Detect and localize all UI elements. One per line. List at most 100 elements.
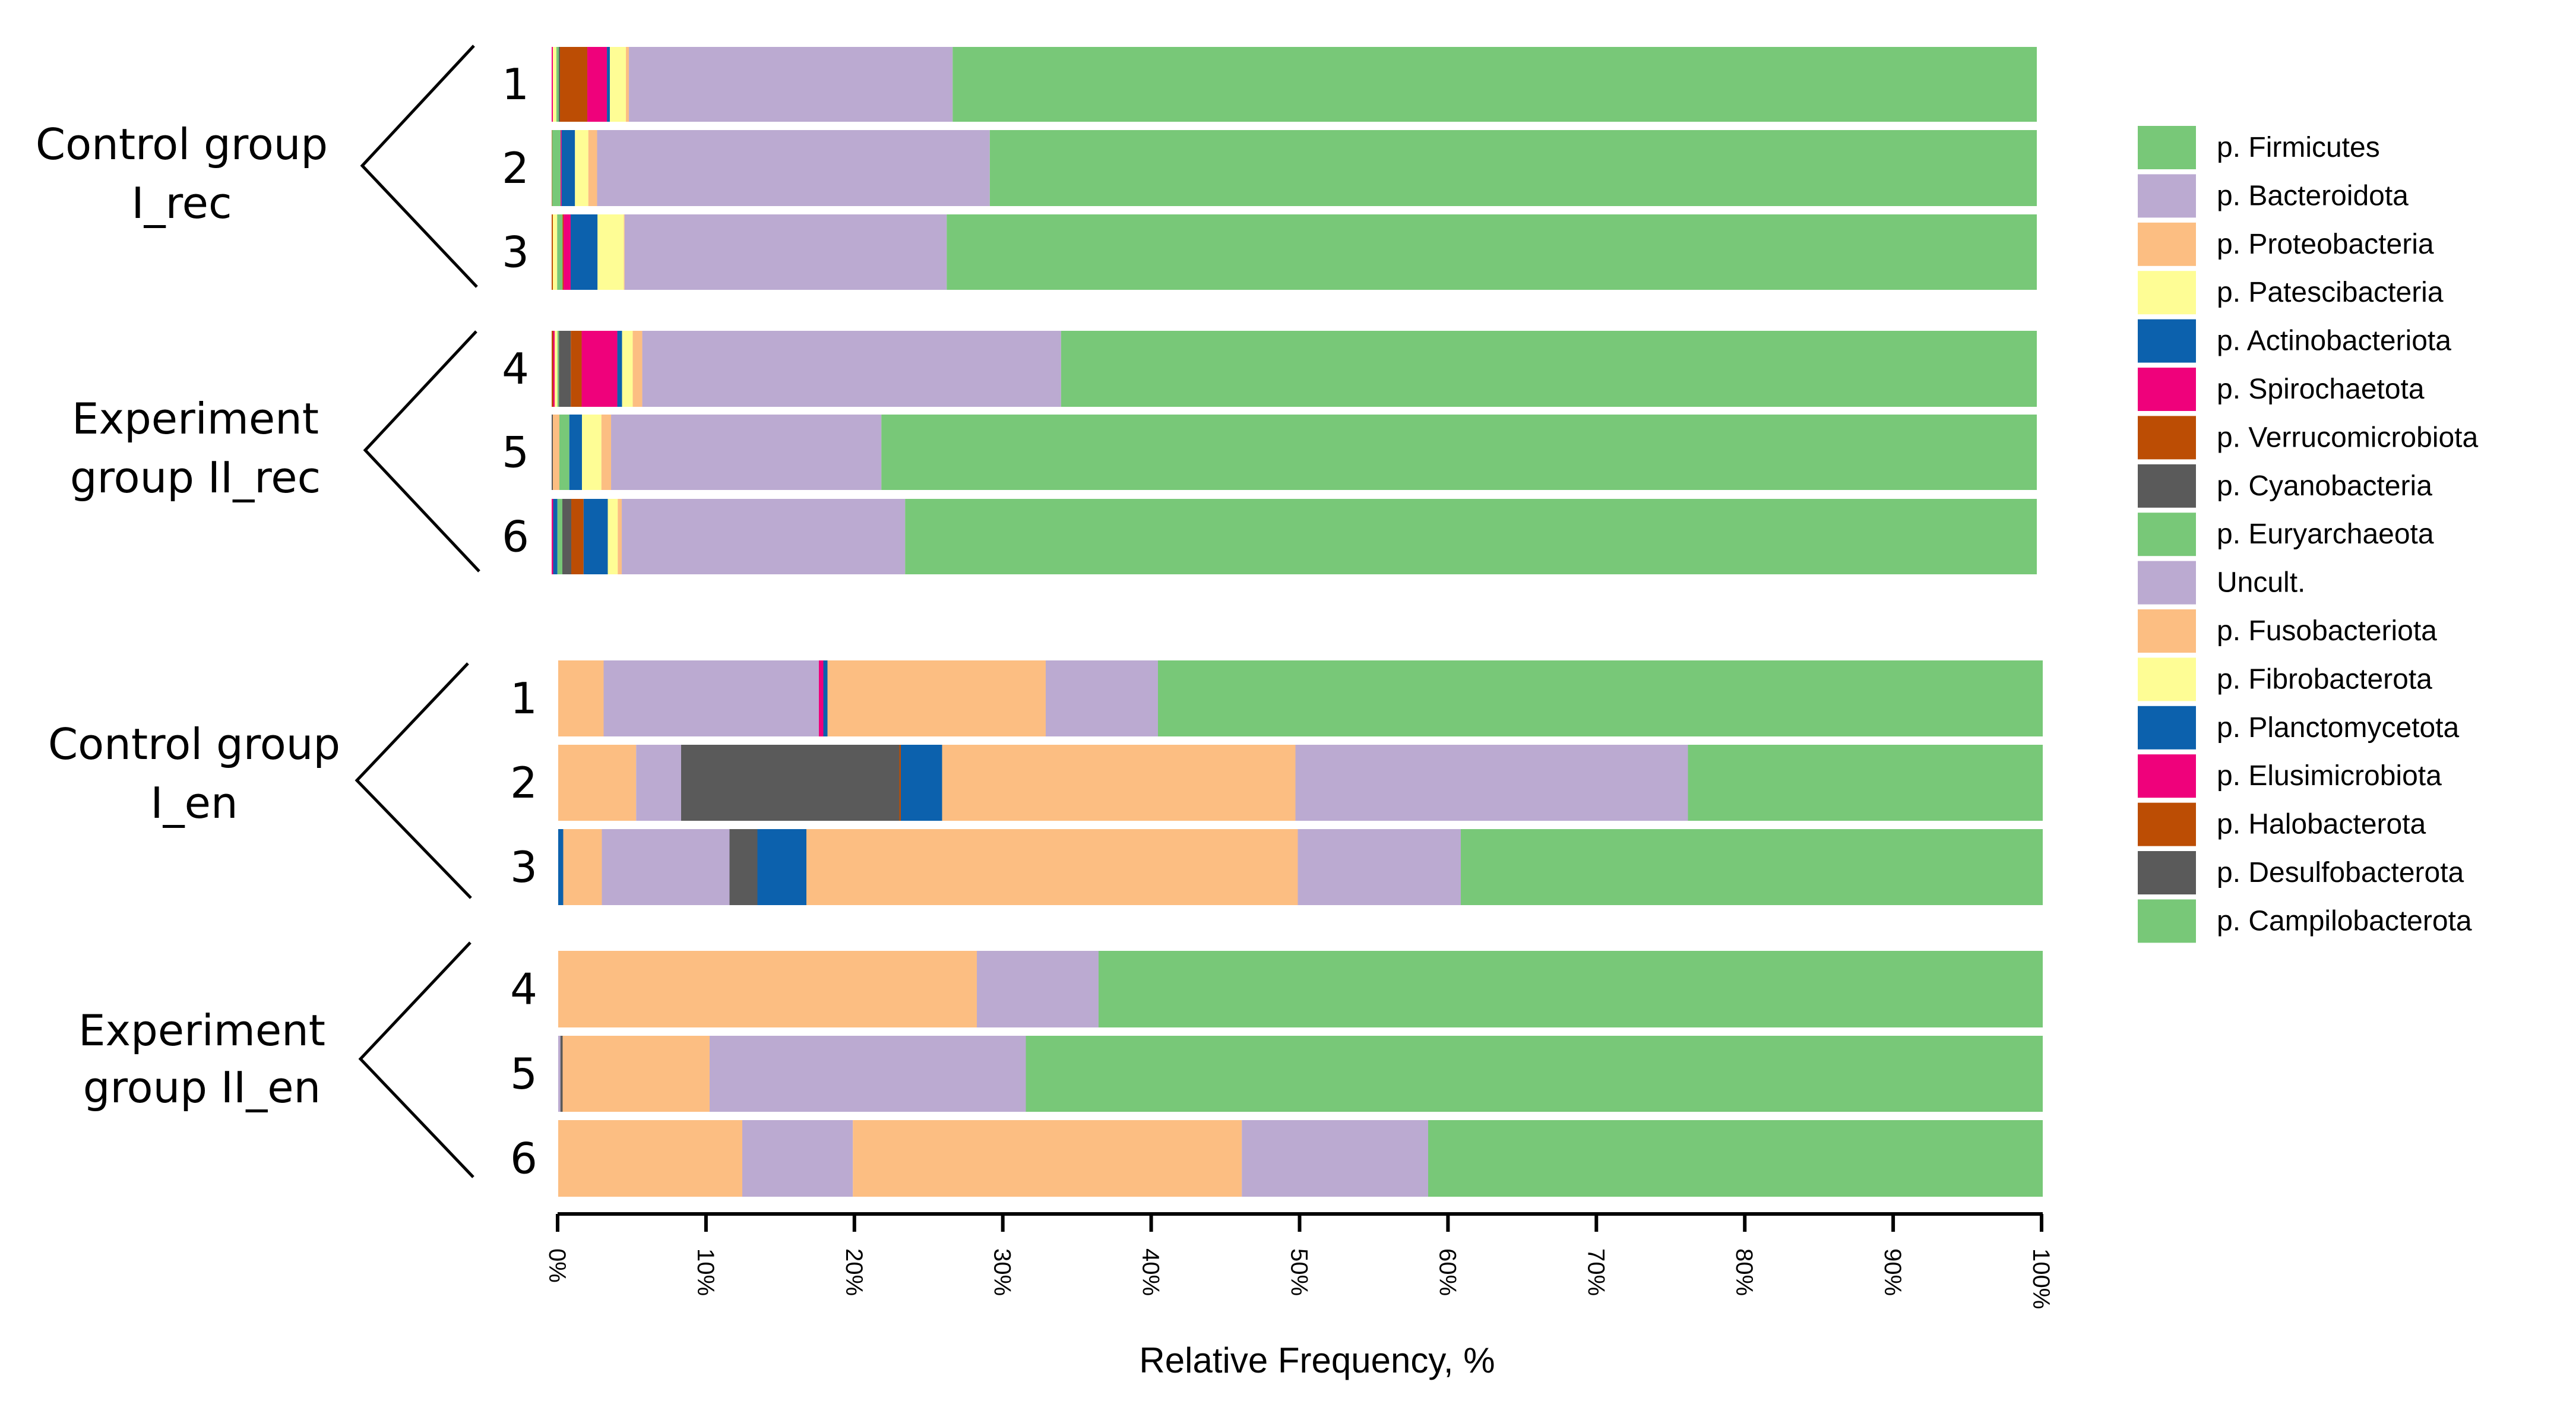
group-bracket xyxy=(355,662,472,899)
bar-segment xyxy=(571,214,598,290)
legend-label: p. Proteobacteria xyxy=(2217,229,2434,260)
bar-segment xyxy=(588,130,597,206)
legend-item: p. Spirochaetota xyxy=(2138,368,2425,411)
legend-label: p. Firmicutes xyxy=(2217,132,2380,163)
bar-segment xyxy=(552,499,553,574)
legend-swatch xyxy=(2138,754,2196,798)
bar-segment xyxy=(607,499,618,574)
bars-layer xyxy=(552,47,2043,1197)
sample-number: 6 xyxy=(502,512,529,562)
bar-segment xyxy=(575,130,588,206)
legend-label: p. Fusobacteriota xyxy=(2217,615,2437,647)
bar-segment xyxy=(559,47,560,122)
stacked-bar xyxy=(558,829,2043,905)
bar-segment xyxy=(555,331,558,407)
bar-segment xyxy=(560,47,588,122)
stacked-bar xyxy=(552,415,2037,490)
legend-item: p. Proteobacteria xyxy=(2138,222,2434,266)
legend-swatch xyxy=(2138,271,2196,315)
bar-segment xyxy=(553,47,556,122)
x-tick-label: 40% xyxy=(1138,1248,1164,1296)
legend-item: p. Halobacterota xyxy=(2138,802,2426,846)
sample-number: 1 xyxy=(510,673,537,723)
bar-segment xyxy=(552,214,553,290)
bar-segment xyxy=(1295,745,1688,821)
group-label: group II_en xyxy=(83,1063,321,1112)
stacked-bar xyxy=(558,1120,2043,1197)
bar-segment xyxy=(624,214,947,290)
bar-segment xyxy=(710,1036,1026,1112)
x-tick-label: 60% xyxy=(1434,1248,1460,1296)
bar-segment xyxy=(952,47,2037,122)
bar-segment xyxy=(1158,660,2043,736)
bar-segment xyxy=(624,214,625,290)
bar-segment xyxy=(581,331,618,407)
sample-number: 4 xyxy=(510,965,537,1014)
legend-swatch xyxy=(2138,899,2196,943)
sample-number: 2 xyxy=(502,143,529,193)
x-axis: Relative Frequency, % 0% 10% 20% 30% 40% 50% 6… xyxy=(544,1212,2054,1380)
legend-item: p. Planctomycetota xyxy=(2138,706,2460,750)
group-bracket xyxy=(358,941,474,1178)
legend: p. Firmicutes p. Bacteroidota p. Proteobac… xyxy=(2138,126,2479,943)
legend-item: p. Actinobacteriota xyxy=(2138,319,2451,363)
legend-label: p. Verrucomicrobiota xyxy=(2217,422,2479,453)
bar-segment xyxy=(819,660,824,736)
bar-segment xyxy=(1099,951,2043,1027)
legend-label: p. Halobacterota xyxy=(2217,809,2426,840)
legend-swatch xyxy=(2138,464,2196,508)
bar-segment xyxy=(1242,1120,1428,1197)
stacked-bar xyxy=(558,745,2043,821)
bar-segment xyxy=(626,47,629,122)
bar-segment xyxy=(556,47,559,122)
bar-segment xyxy=(558,1120,742,1197)
legend-label: p. Euryarchaeota xyxy=(2217,518,2434,550)
group-brackets xyxy=(355,45,480,1178)
bar-segment xyxy=(557,499,562,574)
sample-number: 3 xyxy=(510,842,537,892)
x-tick-label: 30% xyxy=(989,1248,1015,1296)
bar-segment xyxy=(827,660,1046,736)
group-label: Control group xyxy=(36,119,328,169)
sample-number: 2 xyxy=(510,758,537,808)
group-label: group II_rec xyxy=(70,453,321,502)
x-axis-title: Relative Frequency, % xyxy=(1139,1340,1495,1380)
bar-segment xyxy=(629,47,953,122)
legend-swatch xyxy=(2138,657,2196,701)
bar-segment xyxy=(1428,1120,2043,1197)
bar-segment xyxy=(942,745,1296,821)
legend-label: Uncult. xyxy=(2217,567,2305,599)
bar-segment xyxy=(582,415,602,490)
legend-label: p. Desulfobacterota xyxy=(2217,857,2464,888)
legend-item: p. Desulfobacterota xyxy=(2138,851,2464,894)
legend-swatch xyxy=(2138,513,2196,556)
bar-segment xyxy=(552,415,553,490)
bar-segment xyxy=(729,829,758,905)
bar-segment xyxy=(553,499,558,574)
legend-item: p. Fusobacteriota xyxy=(2138,609,2437,653)
bar-segment xyxy=(742,1120,853,1197)
bar-segment xyxy=(561,130,575,206)
bar-segment xyxy=(1461,829,2043,905)
bar-segment xyxy=(681,745,900,821)
bar-segment xyxy=(559,415,569,490)
group-labels: Control group I_rec Experiment group II_rec… xyxy=(36,119,340,1112)
x-tick-label: 10% xyxy=(692,1248,719,1296)
bar-segment xyxy=(557,214,563,290)
bar-segment xyxy=(757,829,806,905)
sample-number: 6 xyxy=(510,1134,537,1184)
group-label: Experiment xyxy=(72,394,319,444)
bar-segment xyxy=(632,331,643,407)
bar-segment xyxy=(597,214,624,290)
sample-number: 5 xyxy=(502,428,529,478)
stacked-bar xyxy=(558,660,2043,736)
legend-label: p. Spirochaetota xyxy=(2217,374,2425,405)
bar-segment xyxy=(611,415,882,490)
legend-swatch xyxy=(2138,706,2196,750)
x-tick-label: 90% xyxy=(1879,1248,1906,1296)
bar-segment xyxy=(553,214,558,290)
bar-segment xyxy=(552,47,553,122)
legend-label: p. Actinobacteriota xyxy=(2217,325,2451,357)
sample-number: 3 xyxy=(502,227,529,277)
bar-segment xyxy=(853,1120,1242,1197)
